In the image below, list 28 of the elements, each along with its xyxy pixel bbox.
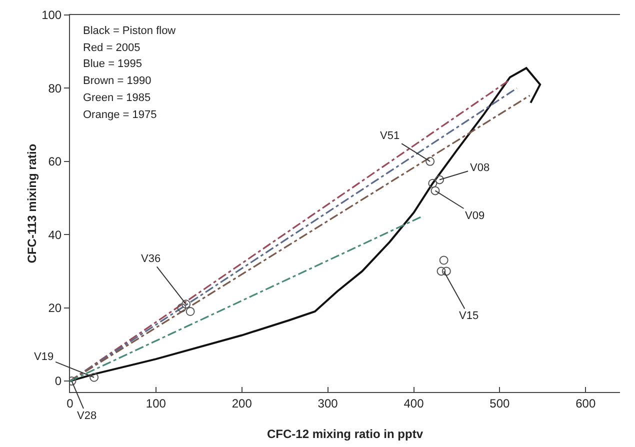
y-tick-label: 80 xyxy=(48,81,62,96)
annotation: V15 xyxy=(459,310,479,322)
y-axis-title: CFC-113 mixing ratio xyxy=(25,144,39,264)
annotation: V51 xyxy=(380,130,400,142)
x-tick-label: 100 xyxy=(146,396,166,410)
y-tick-label: 60 xyxy=(48,154,62,169)
annotation: Red = 2005 xyxy=(83,42,140,54)
annotation: V19 xyxy=(34,351,54,363)
y-tick-label: 0 xyxy=(54,374,62,388)
annotation: V28 xyxy=(77,410,97,422)
x-tick-label: 400 xyxy=(404,396,424,410)
annotation: V09 xyxy=(465,210,485,222)
annotation: Blue = 1995 xyxy=(83,58,142,70)
annotation: Orange = 1975 xyxy=(83,109,157,121)
y-tick-label: 20 xyxy=(48,301,62,316)
x-tick-label: 0 xyxy=(66,396,74,410)
annotation: Black = Piston flow xyxy=(83,25,176,37)
annotation: Green = 1985 xyxy=(83,92,151,104)
x-tick-label: 500 xyxy=(490,396,510,410)
x-tick-label: 300 xyxy=(318,396,338,410)
x-axis-title: CFC-12 mixing ratio in pptv xyxy=(266,427,424,441)
annotation: V36 xyxy=(141,253,161,265)
y-tick-label: 40 xyxy=(48,228,62,242)
annotation: Brown = 1990 xyxy=(83,75,152,87)
x-tick-label: 200 xyxy=(232,396,252,410)
x-tick-label: 600 xyxy=(576,396,596,410)
annotation: V08 xyxy=(470,162,490,174)
y-tick-label: 100 xyxy=(42,8,62,22)
